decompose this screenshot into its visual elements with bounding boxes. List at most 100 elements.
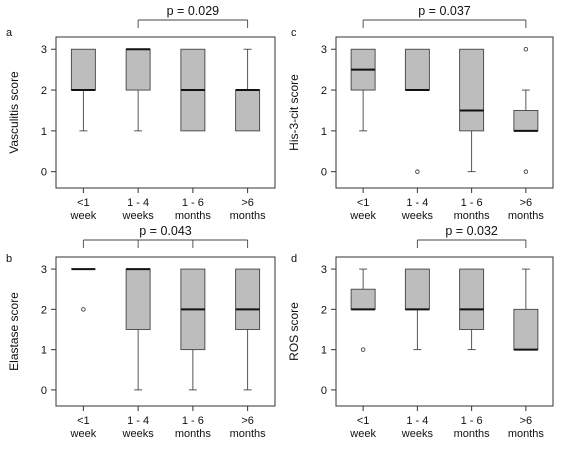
x-tick-label: <1 [357,197,370,209]
plot-frame [55,36,276,189]
x-tick-label-unit: week [349,428,376,440]
plot-frame [335,36,554,189]
outlier-point [360,347,366,352]
significance-bracket: p = 0.032 [416,224,527,248]
box-iqr [513,308,539,351]
box-group [513,268,539,351]
outlier-point [523,169,529,174]
box-group [459,268,485,351]
x-tick-label-unit: weeks [401,210,434,222]
box-iqr [125,48,151,91]
box-group [180,268,206,391]
y-tick-label: 2 [321,85,327,97]
y-tick-label: 3 [41,264,47,276]
y-tick-label: 1 [41,345,47,357]
y-tick-label: 3 [321,264,327,276]
box-group [235,48,261,132]
x-tick-label: 1 - 4 [406,197,428,209]
x-tick-label-unit: months [454,428,491,440]
x-tick-label: <1 [77,415,90,427]
box-iqr [513,110,539,132]
plot-frame [55,256,276,407]
y-tick-label: 1 [41,126,47,138]
x-tick-label: 1 - 6 [182,197,204,209]
box-iqr [350,288,376,310]
box-group [235,268,261,391]
panel-letter: a [6,27,13,39]
x-tick-label: >6 [520,197,533,209]
box-group [125,268,151,391]
x-tick-label-unit: week [349,210,376,222]
x-tick-label: 1 - 4 [127,415,149,427]
x-tick-label-unit: months [230,210,267,222]
x-tick-label: >6 [520,415,533,427]
p-value-label: p = 0.029 [167,4,220,18]
x-tick-label: 1 - 6 [461,197,483,209]
box-iqr [459,268,485,330]
y-tick-label: 0 [41,385,47,397]
box-group [404,48,430,174]
x-tick-label-unit: months [508,210,545,222]
outlier-point [523,46,529,52]
y-tick-label: 3 [41,44,47,56]
x-tick-label: <1 [357,415,370,427]
panel-letter: d [291,253,297,265]
box-iqr [404,268,430,310]
x-tick-label-unit: months [175,210,212,222]
y-axis-label: His-3-cit score [287,74,301,151]
outlier-point [81,307,86,312]
panel-letter: c [291,27,297,39]
x-tick-label-unit: weeks [122,210,155,222]
box-iqr [235,89,261,132]
box-group [180,48,206,132]
box-group [70,48,96,132]
box-group [404,268,430,351]
y-tick-label: 1 [321,345,327,357]
box-iqr [125,268,151,330]
x-tick-label: >6 [241,415,254,427]
x-tick-label-unit: weeks [401,428,434,440]
x-tick-label-unit: months [230,428,267,440]
y-tick-label: 2 [41,85,47,97]
p-value-label: p = 0.043 [139,224,192,238]
p-value-label: p = 0.032 [445,224,498,238]
box-iqr [404,48,430,91]
box-group [125,48,151,132]
box-iqr [235,268,261,330]
x-tick-label-unit: months [175,428,212,440]
box-group [350,48,376,132]
x-tick-label-unit: months [454,210,491,222]
box-iqr [459,48,485,132]
x-tick-label: >6 [241,197,254,209]
panel-letter: b [6,253,12,265]
outlier-point [415,169,420,174]
y-axis-label: ROS score [287,302,301,361]
significance-bracket: p = 0.043 [82,224,249,248]
y-tick-label: 0 [321,385,327,397]
x-tick-label-unit: week [70,210,97,222]
significance-bracket: p = 0.029 [137,4,249,28]
x-tick-label: 1 - 4 [127,197,149,209]
box-group [350,268,376,352]
y-axis-label: Vasculitis score [7,71,21,154]
x-tick-label: 1 - 6 [461,415,483,427]
y-tick-label: 3 [321,44,327,56]
p-value-label: p = 0.037 [418,4,471,18]
y-tick-label: 2 [321,304,327,316]
y-tick-label: 0 [41,167,47,179]
x-tick-label: 1 - 4 [406,415,428,427]
y-tick-label: 1 [321,126,327,138]
y-tick-label: 0 [321,167,327,179]
plot-frame [335,256,554,407]
y-tick-label: 2 [41,304,47,316]
y-axis-label: Elastase score [7,292,21,371]
significance-bracket: p = 0.037 [362,4,527,28]
x-tick-label-unit: week [70,428,97,440]
box-group [71,268,96,312]
box-iqr [70,48,96,91]
x-tick-label: <1 [77,197,90,209]
